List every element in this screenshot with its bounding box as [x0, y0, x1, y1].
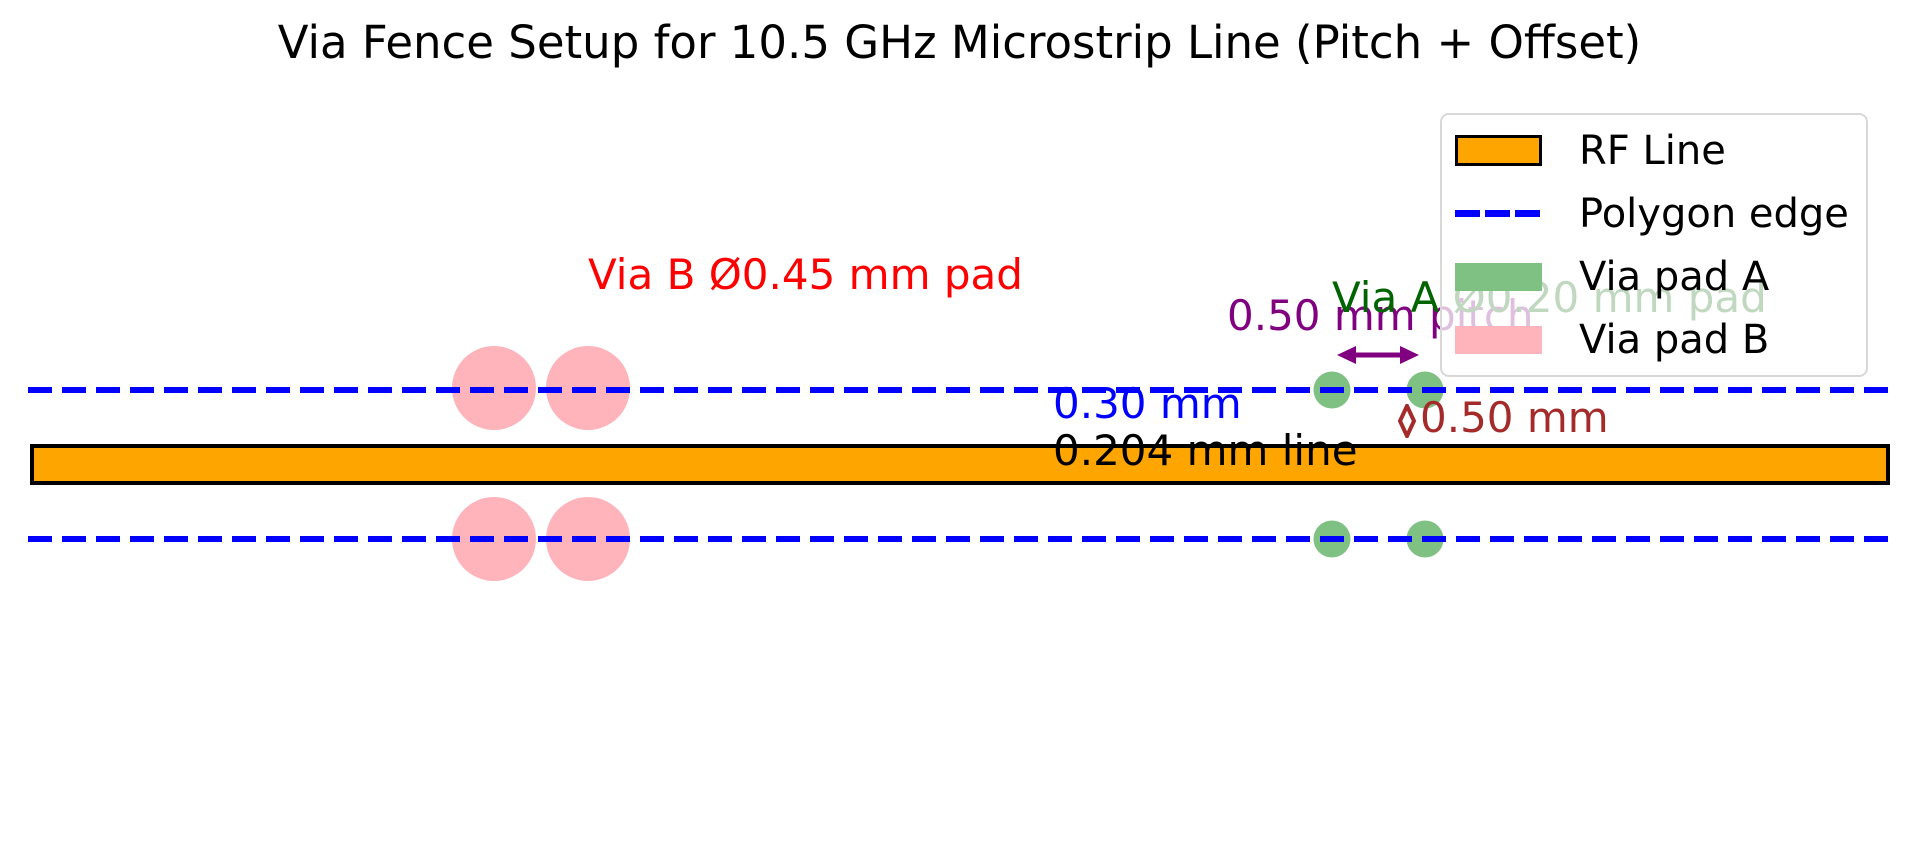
- polygon-edge-top-line: [28, 387, 1890, 393]
- legend-box: RF Line Polygon edge Via pad A Via pad B: [1440, 113, 1868, 377]
- legend-item-polygon-edge: Polygon edge: [1442, 182, 1866, 245]
- legend-item-via-pad-a: Via pad A: [1442, 245, 1866, 308]
- polygon-edge-swatch-icon: [1455, 210, 1542, 217]
- legend-label-rf-line: RF Line: [1579, 127, 1726, 174]
- row-offset-label: 0.50 mm: [1420, 393, 1609, 442]
- via-pad-b-swatch-icon: [1455, 325, 1542, 354]
- line-width-label: 0.204 mm line: [1053, 426, 1358, 475]
- via-pad-a-swatch-icon: [1455, 262, 1542, 291]
- offset-double-arrow-icon: [1397, 404, 1417, 438]
- rf-line-swatch-icon: [1455, 135, 1542, 166]
- legend-label-polygon-edge: Polygon edge: [1579, 190, 1849, 237]
- legend-item-rf-line: RF Line: [1442, 119, 1866, 182]
- edge-offset-label: 0.30 mm: [1053, 379, 1242, 428]
- figure-title: Via Fence Setup for 10.5 GHz Microstrip …: [277, 16, 1642, 69]
- legend-label-via-pad-b: Via pad B: [1579, 316, 1770, 363]
- pitch-double-arrow-icon: [1337, 346, 1419, 364]
- polygon-edge-bottom-line: [28, 536, 1890, 542]
- rf-line-bar: [30, 444, 1890, 485]
- legend-label-via-pad-a: Via pad A: [1579, 253, 1770, 300]
- legend-item-via-pad-b: Via pad B: [1442, 308, 1866, 371]
- via-b-pad-label: Via B Ø0.45 mm pad: [588, 250, 1023, 299]
